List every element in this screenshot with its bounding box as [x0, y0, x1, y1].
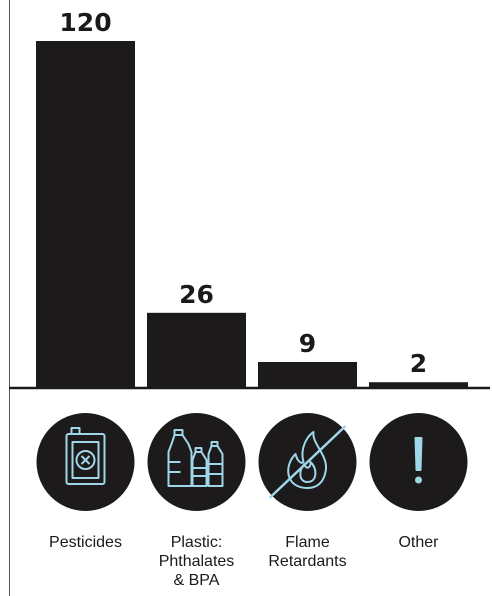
category-label-3: Flame Retardants: [268, 534, 346, 570]
bar-4: [369, 382, 468, 388]
bar-3: [258, 361, 357, 388]
category-label-2: Plastic: Phthalates & BPA: [159, 534, 235, 589]
bar-2: [147, 312, 246, 388]
category-label-4: Other: [398, 534, 439, 551]
no-fire-icon: [258, 413, 357, 511]
pesticide-can-icon: [36, 413, 135, 511]
bar-1: [36, 41, 135, 388]
exclamation-icon: [369, 413, 468, 511]
category-label-1: Pesticides: [49, 534, 122, 551]
value-label-1: 120: [59, 8, 111, 37]
value-label-2: 26: [179, 280, 214, 309]
plastic-bottles-icon: [147, 413, 246, 511]
value-label-3: 9: [299, 329, 316, 358]
value-label-4: 2: [410, 349, 427, 378]
